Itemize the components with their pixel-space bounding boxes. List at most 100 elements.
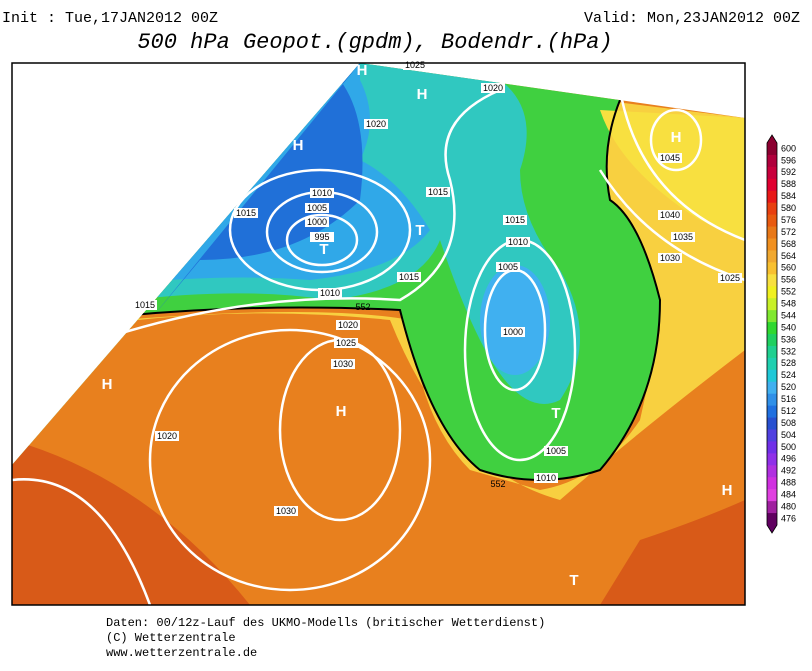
colorbar-label: 576 <box>781 215 796 225</box>
colorbar-label: 592 <box>781 167 796 177</box>
colorbar-label: 476 <box>781 513 796 523</box>
isobar-label: 1025 <box>720 273 740 283</box>
pressure-center: T <box>319 241 328 258</box>
isobar-label-bg <box>334 338 358 348</box>
colorbar-swatch <box>767 226 777 239</box>
colorbar-swatch <box>767 501 777 514</box>
isobar-label-bg <box>318 288 342 298</box>
colorbar-label: 588 <box>781 179 796 189</box>
isobar-label: 1015 <box>428 187 448 197</box>
colorbar-label: 488 <box>781 478 796 488</box>
colorbar-swatch <box>767 250 777 263</box>
isobar-label-bg <box>671 232 695 242</box>
colorbar-swatch <box>767 393 777 407</box>
isobar-label-bg <box>310 188 334 198</box>
pressure-center: T <box>415 222 424 239</box>
colorbar-swatch <box>767 202 777 216</box>
colorbar-swatch <box>767 286 777 299</box>
map-title: 500 hPa Geopot.(gpdm), Bodendr.(hPa) <box>137 30 612 55</box>
isobar-label: 1005 <box>307 203 327 213</box>
footer-line: (C) Wetterzentrale <box>106 631 236 645</box>
isobar-label: 1025 <box>405 60 425 70</box>
isobar-label: 1015 <box>505 215 525 225</box>
field-red <box>600 500 745 605</box>
isobar-label-bg <box>310 232 334 242</box>
isobar-label-bg <box>234 208 258 218</box>
colorbar-label: 568 <box>781 239 796 249</box>
colorbar-label: 552 <box>781 287 796 297</box>
isobar-label: 1020 <box>483 83 503 93</box>
field-red <box>12 440 250 605</box>
contour-552 <box>12 99 662 481</box>
isobar-label-bg <box>133 300 157 310</box>
isobar-label-bg <box>501 327 525 337</box>
isobar-label-bg <box>305 217 329 227</box>
map-labels: 1025 1020 1020 1010 1005 1000 995 1015 1015 1015 1… <box>102 60 742 589</box>
colorbar-label: 500 <box>781 442 796 452</box>
isobar-label: 1025 <box>336 338 356 348</box>
isobar-label: 1015 <box>399 272 419 282</box>
colorbar-label: 560 <box>781 263 796 273</box>
colorbar-bottom-cap <box>767 525 777 533</box>
colorbar-swatch <box>767 489 777 502</box>
map-frame <box>11 62 746 606</box>
isobar-label-bg <box>481 83 505 93</box>
isobar-label: 1010 <box>536 473 556 483</box>
init-time: Init : Tue,17JAN2012 00Z <box>2 10 218 27</box>
colorbar-swatch <box>767 274 777 287</box>
colorbar-label: 556 <box>781 275 796 285</box>
colorbar-swatch <box>767 441 777 454</box>
isobar-label: 1020 <box>366 119 386 129</box>
field-low-blue <box>480 265 550 375</box>
isobar-label-bg <box>305 203 329 213</box>
pressure-center: H <box>671 129 682 146</box>
isobar-label-bg <box>331 359 355 369</box>
isobar-label: 1020 <box>157 431 177 441</box>
colorbar-swatch <box>767 513 777 526</box>
pressure-center: T <box>551 405 560 422</box>
pressure-center: H <box>357 62 368 79</box>
colorbar-swatch <box>767 334 777 347</box>
isobar-label-bg <box>426 187 450 197</box>
colorbar-label: 492 <box>781 466 796 476</box>
colorbar-label: 512 <box>781 406 796 416</box>
isobar-label-bg <box>658 253 682 263</box>
colorbar-label: 508 <box>781 418 796 428</box>
pressure-center: H <box>336 403 347 420</box>
colorbar-swatch <box>767 166 777 180</box>
colorbar-label: 524 <box>781 370 796 380</box>
colorbar-swatch <box>767 298 777 311</box>
isobar-label-bg <box>274 506 298 516</box>
isobar-label-bg <box>155 431 179 441</box>
colorbar-swatch <box>767 262 777 275</box>
colorbar-swatch <box>767 405 777 419</box>
colorbar-label: 520 <box>781 382 796 392</box>
valid-time: Valid: Mon,23JAN2012 00Z <box>584 10 800 27</box>
isobar-label-bg <box>506 237 530 247</box>
isobar-label: 1010 <box>320 288 340 298</box>
colorbar-swatch <box>767 178 777 192</box>
geopotential-label: 552 <box>490 479 505 489</box>
isobar-label-bg <box>658 210 682 220</box>
colorbar-label: 536 <box>781 334 796 344</box>
isobar-label-bg <box>336 320 360 330</box>
colorbar-label: 580 <box>781 203 796 213</box>
isobar-label: 1020 <box>338 320 358 330</box>
colorbar-swatch <box>767 357 777 371</box>
footer-line: Daten: 00/12z-Lauf des UKMO-Modells (bri… <box>106 616 545 630</box>
colorbar-swatch <box>767 465 777 478</box>
isobar-label: 1010 <box>508 237 528 247</box>
colorbar-label: 480 <box>781 501 796 511</box>
colorbar-swatch <box>767 190 777 204</box>
colorbar-swatch <box>767 477 777 490</box>
pressure-center: H <box>293 137 304 154</box>
colorbar-swatch <box>767 345 777 359</box>
isobar-label-bg <box>364 119 388 129</box>
field-blue <box>150 63 363 320</box>
colorbar-label: 540 <box>781 322 796 332</box>
colorbar-top-cap <box>767 135 777 143</box>
colorbar-label: 496 <box>781 454 796 464</box>
geopotential-label: 552 <box>355 302 370 312</box>
colorbar-label: 532 <box>781 346 796 356</box>
colorbar-label: 504 <box>781 430 796 440</box>
